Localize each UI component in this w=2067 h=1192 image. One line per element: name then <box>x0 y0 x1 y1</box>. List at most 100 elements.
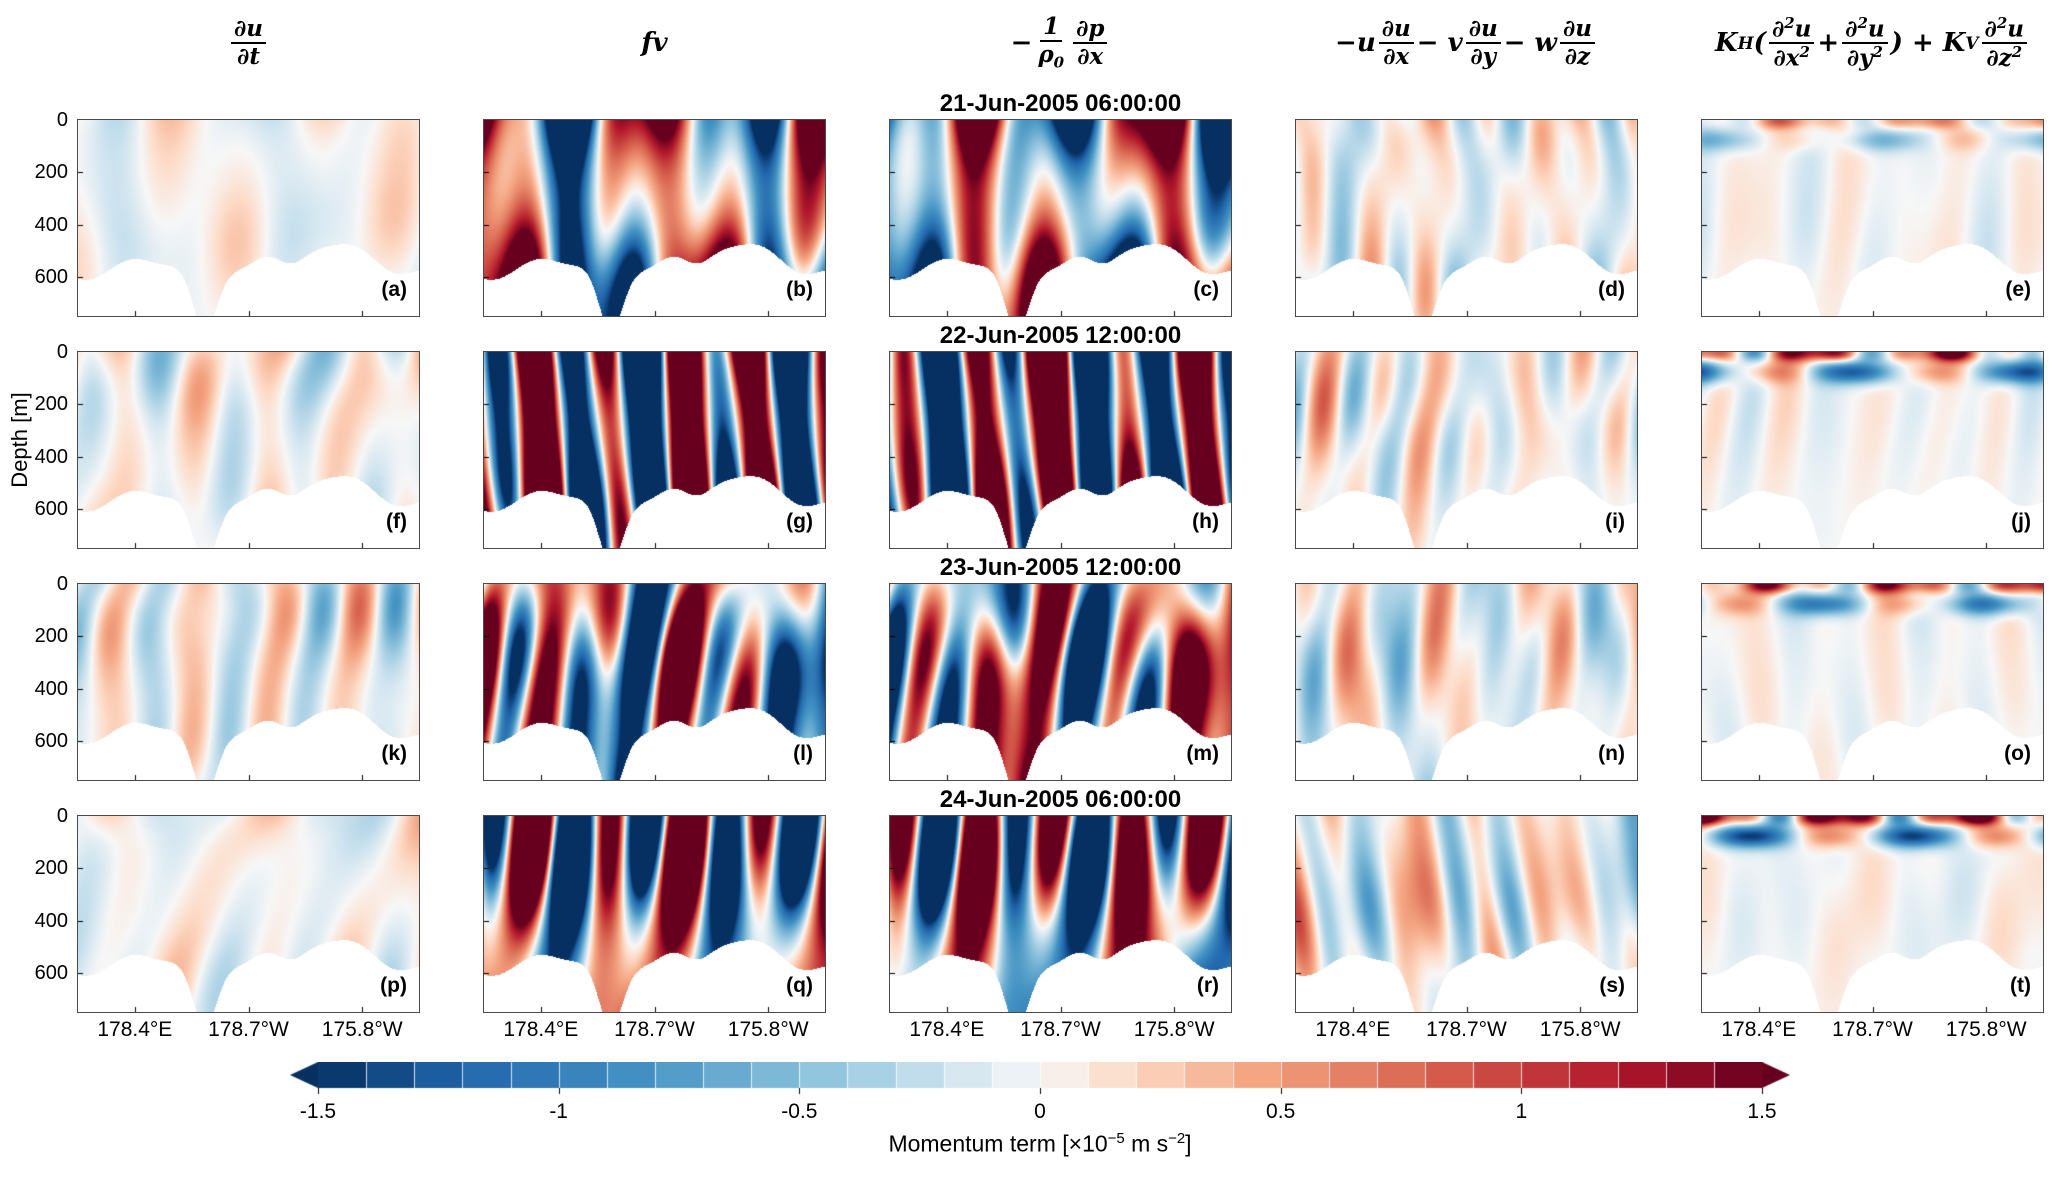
x-tick-label: 178.4°E <box>97 1018 173 1041</box>
y-tick-label: 200 <box>34 161 68 184</box>
panel-letter: (h) <box>1192 510 1219 533</box>
y-tick-label: 0 <box>56 109 68 131</box>
panel-letter: (r) <box>1196 974 1219 997</box>
x-tick-label: 178.4°E <box>1315 1018 1391 1041</box>
panel-k: (k) <box>77 583 420 781</box>
panel-canvas <box>484 816 825 1012</box>
panel-letter: (t) <box>2010 974 2031 997</box>
y-tick-label: 600 <box>34 497 68 520</box>
colorbar-tick-label: 1.5 <box>1747 1100 1777 1123</box>
x-tick-label: 175.8°W <box>727 1018 809 1041</box>
x-tick-label: 178.4°E <box>503 1018 579 1041</box>
panel-canvas <box>1702 120 2043 316</box>
panel-letter: (o) <box>2004 742 2031 765</box>
panel-m: (m) <box>889 583 1232 781</box>
panel-l: (l) <box>483 583 826 781</box>
panel-canvas <box>1702 352 2043 548</box>
panel-canvas <box>1296 584 1637 780</box>
y-tick-label: 0 <box>56 573 68 595</box>
panel-letter: (a) <box>381 278 407 301</box>
panel-letter: (p) <box>380 974 407 997</box>
panel-canvas <box>484 584 825 780</box>
row-title-time: 24-Jun-2005 06:00:00 <box>939 786 1182 813</box>
panel-letter: (f) <box>386 510 407 533</box>
panel-letter: (b) <box>786 278 813 301</box>
y-tick-label: 400 <box>34 677 68 700</box>
panel-canvas <box>890 120 1231 316</box>
column-header-advection: −u ∂u ∂x − v ∂u ∂y − w ∂u ∂z <box>1226 0 1707 86</box>
column-header-viscosity: K H(∂2u ∂x2 + ∂2u ∂y2) + K V ∂2u ∂z2 <box>1632 0 2067 86</box>
colorbar-tick-label: 0.5 <box>1266 1100 1296 1123</box>
panel-s: (s) <box>1295 815 1638 1013</box>
y-tick-label: 400 <box>34 213 68 236</box>
x-tick-label: 178.7°W <box>208 1018 289 1041</box>
panel-letter: (m) <box>1186 742 1219 765</box>
panel-letter: (d) <box>1598 278 1625 301</box>
panel-q: (q) <box>483 815 826 1013</box>
column-header-fv: fv <box>641 28 668 58</box>
x-tick-label: 175.8°W <box>321 1018 403 1041</box>
panel-canvas <box>484 352 825 548</box>
x-tick-label: 178.7°W <box>614 1018 695 1041</box>
panel-canvas <box>78 352 419 548</box>
colorbar-tick-label: -1.5 <box>299 1100 337 1123</box>
panel-canvas <box>1296 816 1637 1012</box>
y-tick-label: 600 <box>34 961 68 984</box>
panel-canvas <box>890 816 1231 1012</box>
panel-h: (h) <box>889 351 1232 549</box>
panel-letter: (e) <box>2005 278 2031 301</box>
row-title-time: 22-Jun-2005 12:00:00 <box>939 322 1182 349</box>
colorbar-tick-label: 1 <box>1515 1100 1528 1123</box>
y-tick-label: 200 <box>34 857 68 880</box>
panel-canvas <box>1702 584 2043 780</box>
panel-canvas <box>1296 120 1637 316</box>
panel-canvas <box>484 120 825 316</box>
panel-canvas <box>78 120 419 316</box>
column-header-pgf: −1 ρ0 ∂p ∂x <box>820 0 1301 86</box>
panel-letter: (l) <box>793 742 813 765</box>
y-tick-label: 200 <box>34 393 68 416</box>
panel-letter: (n) <box>1598 742 1625 765</box>
colorbar-tick-label: 0 <box>1034 1100 1046 1123</box>
y-tick-label: 0 <box>56 805 68 827</box>
panel-canvas <box>890 352 1231 548</box>
panel-canvas <box>78 816 419 1012</box>
colorbar-gradient <box>290 1062 1790 1096</box>
panel-a: (a) <box>77 119 420 317</box>
panel-letter: (c) <box>1193 278 1219 301</box>
panel-o: (o) <box>1701 583 2044 781</box>
row-title-time: 23-Jun-2005 12:00:00 <box>939 554 1182 581</box>
colorbar-tick-label: -1 <box>549 1100 568 1123</box>
panel-t: (t) <box>1701 815 2044 1013</box>
panel-letter: (q) <box>786 974 813 997</box>
panel-f: (f) <box>77 351 420 549</box>
panel-canvas <box>890 584 1231 780</box>
panel-canvas <box>1702 816 2043 1012</box>
panel-j: (j) <box>1701 351 2044 549</box>
x-tick-label: 175.8°W <box>1539 1018 1621 1041</box>
y-tick-label: 400 <box>34 445 68 468</box>
row-title-time: 21-Jun-2005 06:00:00 <box>939 90 1182 117</box>
y-tick-label: 200 <box>34 625 68 648</box>
panel-letter: (j) <box>2011 510 2031 533</box>
column-header-dudt: ∂u ∂t <box>8 0 489 86</box>
panel-letter: (g) <box>786 510 813 533</box>
panel-letter: (i) <box>1605 510 1625 533</box>
panel-p: (p) <box>77 815 420 1013</box>
colorbar-tick-label: -0.5 <box>781 1100 818 1123</box>
x-tick-label: 175.8°W <box>1133 1018 1215 1041</box>
panel-letter: (s) <box>1599 974 1625 997</box>
panel-letter: (k) <box>381 742 407 765</box>
x-tick-label: 178.7°W <box>1832 1018 1913 1041</box>
panel-canvas <box>1296 352 1637 548</box>
panel-c: (c) <box>889 119 1232 317</box>
x-tick-label: 175.8°W <box>1945 1018 2027 1041</box>
x-tick-label: 178.7°W <box>1020 1018 1101 1041</box>
y-tick-label: 0 <box>56 341 68 363</box>
panel-r: (r) <box>889 815 1232 1013</box>
panel-e: (e) <box>1701 119 2044 317</box>
y-tick-label: 600 <box>34 729 68 752</box>
panel-g: (g) <box>483 351 826 549</box>
panel-canvas <box>78 584 419 780</box>
